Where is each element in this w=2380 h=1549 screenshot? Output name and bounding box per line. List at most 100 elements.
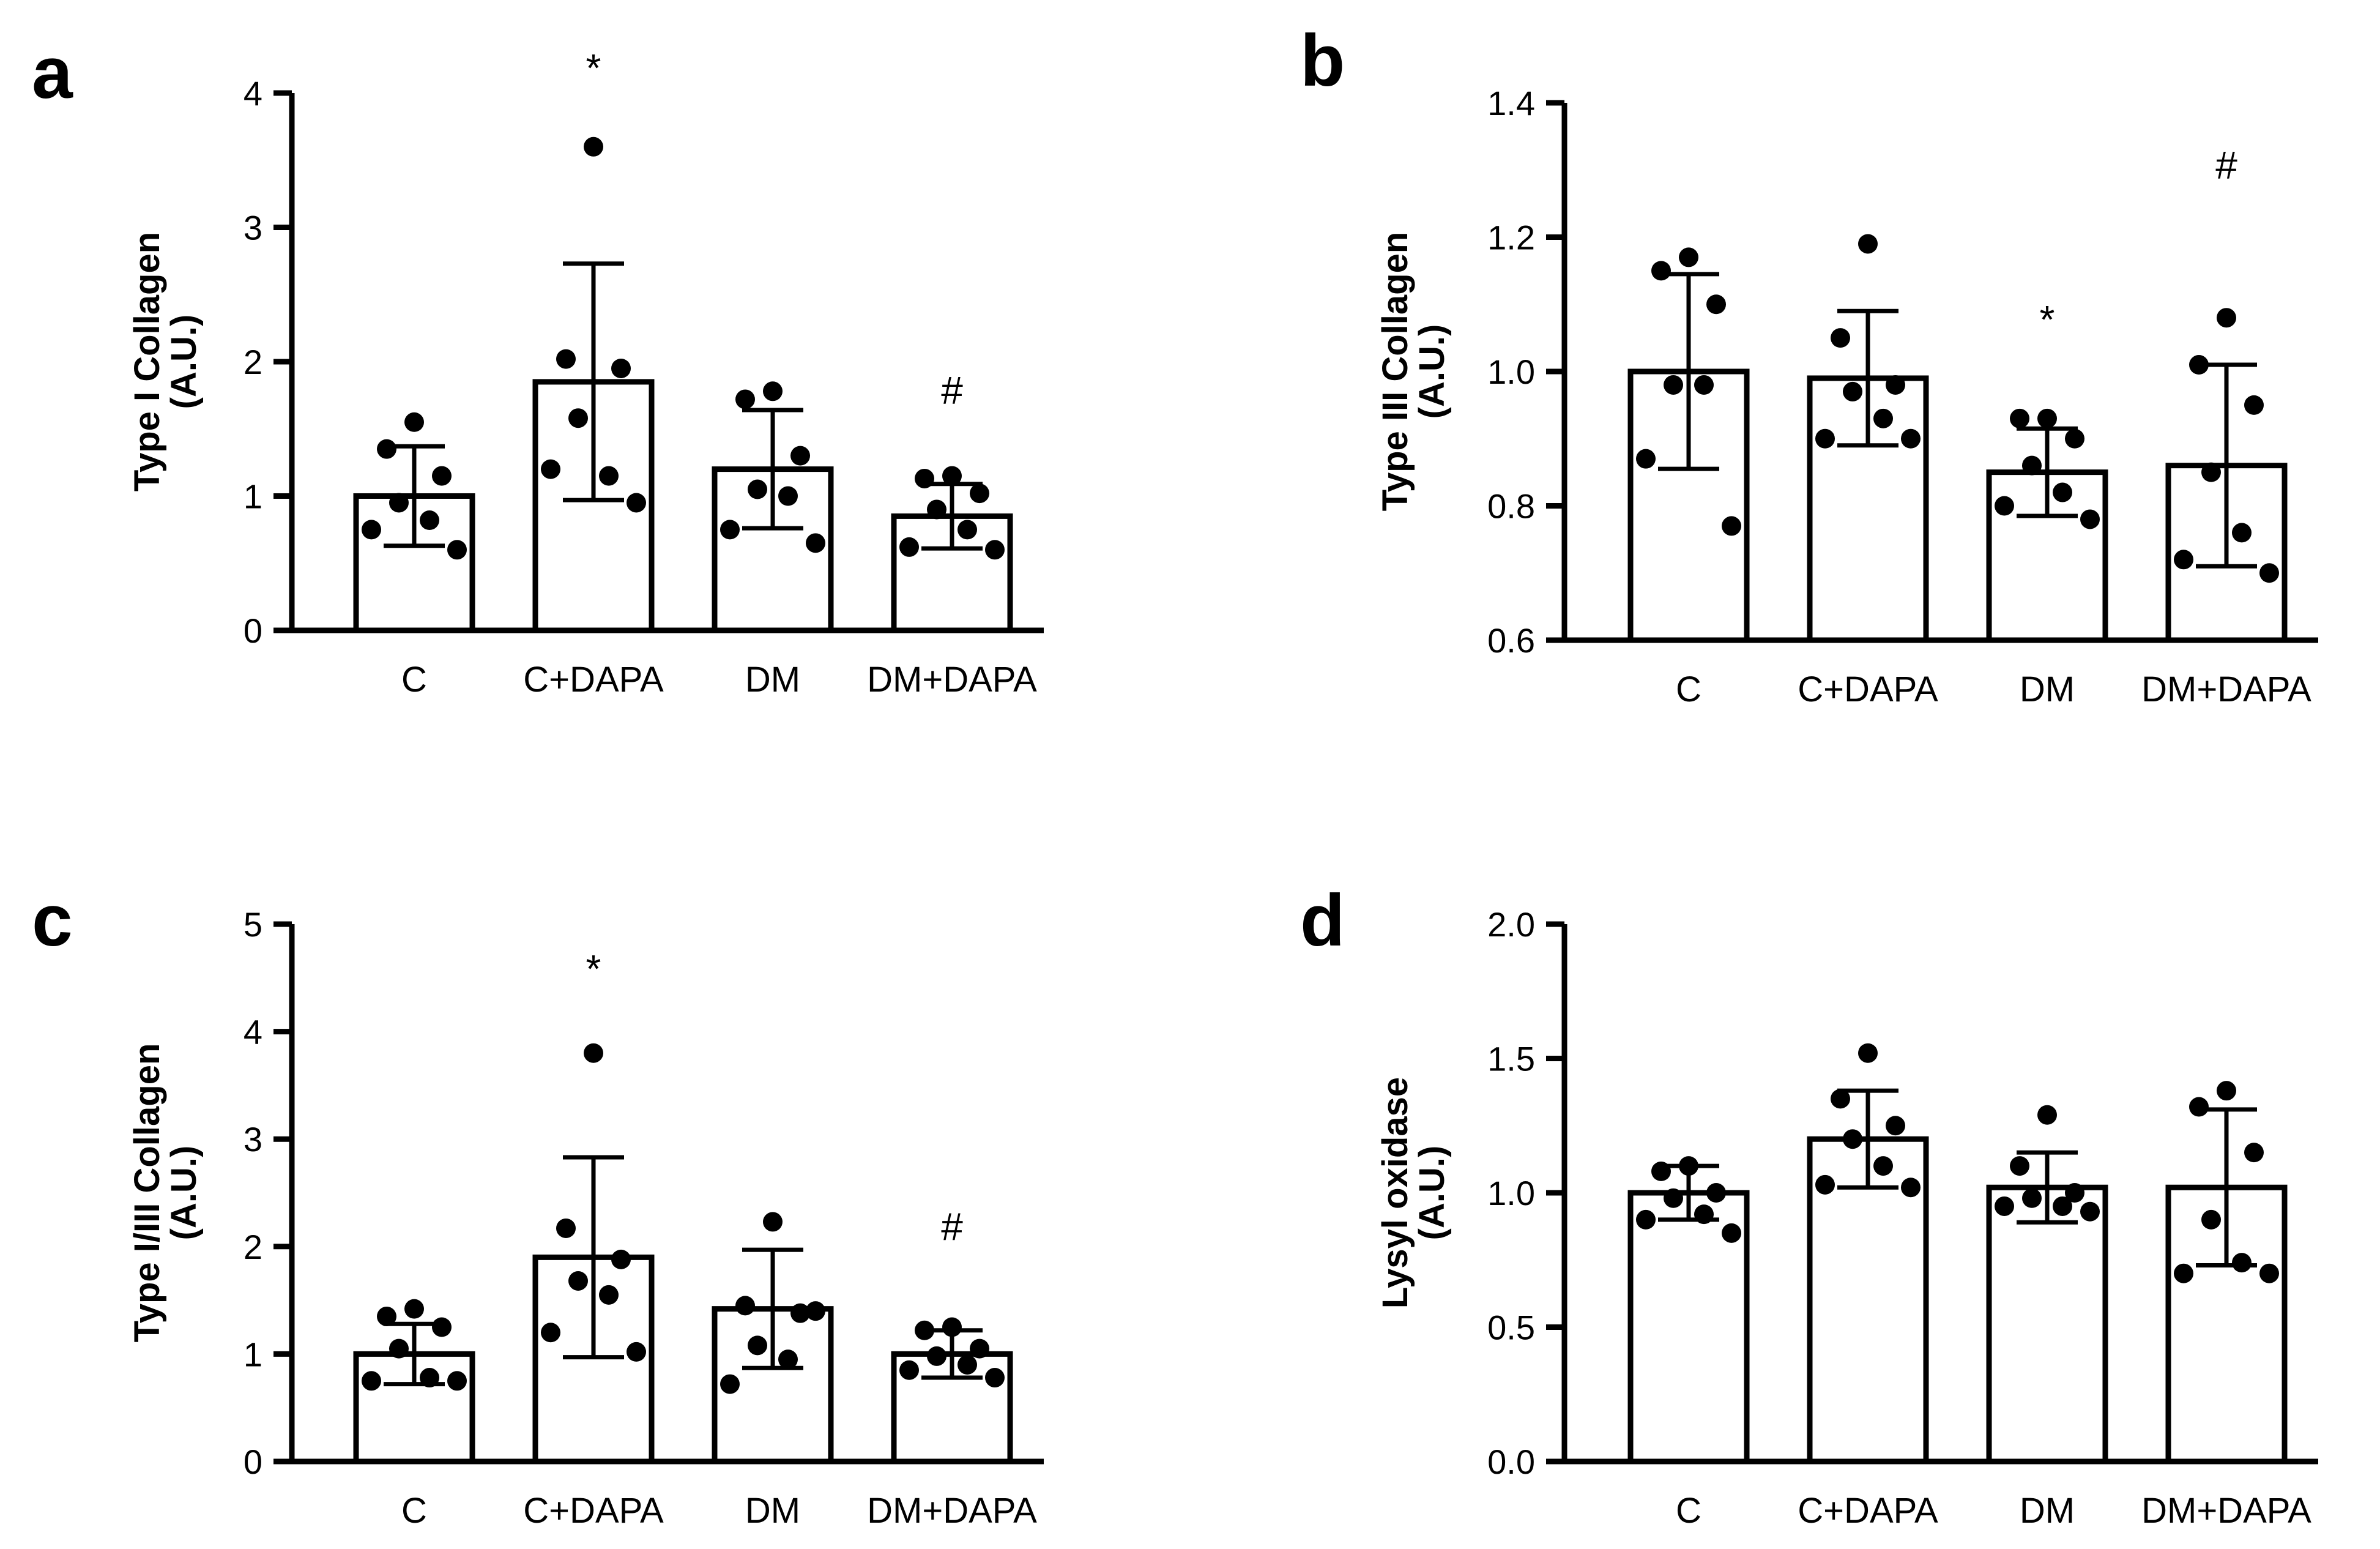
bar: [1986, 1184, 2108, 1465]
data-point: [748, 479, 767, 499]
data-point: [915, 468, 934, 488]
y-tick-label: 0.5: [1487, 1308, 1535, 1347]
panel-letter: d: [1300, 879, 1345, 961]
data-point: [599, 1285, 619, 1305]
data-point: [2244, 1143, 2264, 1163]
data-point: [2053, 1196, 2072, 1216]
data-point: [447, 540, 467, 560]
data-point: [362, 1371, 381, 1391]
y-axis-label: Type I/III Collagen: [127, 1043, 167, 1343]
data-point: [970, 1338, 989, 1359]
significance-marker: #: [941, 368, 963, 412]
data-point: [1873, 1156, 1893, 1176]
data-point: [1679, 247, 1698, 267]
y-tick-label: 1.0: [1487, 353, 1535, 391]
y-axis-label-unit: (A.U.): [164, 1146, 204, 1241]
significance-marker: #: [941, 1205, 963, 1249]
x-tick-label: DM+DAPA: [2141, 1491, 2311, 1531]
data-point: [2232, 523, 2252, 543]
y-tick-label: 1: [244, 477, 262, 516]
data-point: [2037, 1105, 2057, 1125]
data-point: [778, 486, 798, 506]
data-point: [2259, 1263, 2279, 1283]
data-point: [2022, 1188, 2042, 1208]
panel-a: a 0 1 2 3 4 Type I Collagen(A.U.) C C+DAPA DM DM+D…: [32, 32, 1044, 700]
data-point: [377, 439, 396, 459]
data-point: [377, 1306, 396, 1326]
y-tick-label: 3: [244, 209, 262, 247]
data-point: [1722, 516, 1741, 536]
data-point: [1664, 375, 1683, 395]
data-point: [556, 349, 576, 369]
data-point: [404, 412, 424, 432]
data-point: [1886, 375, 1905, 395]
x-tick-label: DM: [745, 660, 800, 700]
x-tick-label: DM: [2020, 670, 2075, 709]
data-point: [420, 510, 439, 531]
significance-marker: #: [2215, 143, 2237, 187]
data-point: [790, 1303, 810, 1323]
data-point: [1995, 1196, 2014, 1216]
data-point: [1858, 234, 1878, 254]
data-point: [2244, 395, 2264, 415]
y-axis-label-unit: (A.U.): [1412, 324, 1452, 419]
data-point: [763, 1212, 783, 1232]
x-tick-label: DM+DAPA: [867, 660, 1037, 700]
data-point: [599, 466, 619, 486]
data-point: [720, 520, 740, 540]
panel-d: d 0.0 0.5 1.0 1.5 2.0 Lysyl oxidase(A.U.) C C+DA…: [1300, 879, 2318, 1531]
y-tick-label: 4: [244, 1013, 262, 1051]
data-point: [1886, 1116, 1905, 1136]
data-point: [970, 483, 989, 504]
data-point: [584, 136, 603, 157]
data-point: [1636, 449, 1656, 469]
data-point: [1843, 1129, 1862, 1149]
data-point: [2010, 408, 2029, 428]
data-point: [735, 389, 755, 409]
panel-c: c 0 1 2 3 4 5 Type I/III Collagen(A.U.) C C+DAPA D…: [32, 879, 1044, 1531]
data-point: [611, 358, 631, 378]
y-tick-label: 1.2: [1487, 218, 1535, 257]
x-tick-label: DM: [2020, 1491, 2075, 1531]
significance-marker: *: [586, 947, 601, 991]
data-point: [447, 1371, 467, 1391]
y-tick-label: 1: [244, 1335, 262, 1373]
data-point: [1651, 261, 1671, 281]
data-point: [404, 1299, 424, 1319]
data-point: [1901, 428, 1921, 449]
data-point: [806, 533, 825, 553]
data-point: [2217, 1081, 2236, 1101]
data-point: [1843, 381, 1862, 401]
y-tick-label: 5: [244, 905, 262, 944]
data-point: [2065, 428, 2084, 449]
data-point: [915, 1320, 934, 1340]
panel-letter: c: [32, 879, 73, 961]
data-point: [432, 466, 452, 486]
panel-letter: b: [1300, 20, 1345, 102]
data-point: [2174, 1263, 2193, 1283]
y-tick-label: 0: [244, 1443, 262, 1481]
y-tick-label: 3: [244, 1120, 262, 1159]
x-tick-label: DM: [745, 1491, 800, 1531]
data-point: [1995, 496, 2014, 516]
y-tick-label: 4: [244, 74, 262, 113]
data-point: [2189, 1097, 2209, 1117]
data-point: [1901, 1178, 1921, 1198]
data-point: [927, 1346, 946, 1366]
data-point: [627, 493, 646, 513]
x-tick-label: C+DAPA: [523, 1491, 664, 1531]
data-point: [899, 1360, 919, 1380]
data-point: [1664, 1188, 1683, 1208]
data-point: [389, 493, 409, 513]
data-point: [568, 408, 588, 428]
data-point: [1651, 1161, 1671, 1181]
data-point: [958, 1354, 977, 1375]
x-tick-label: C+DAPA: [1798, 1491, 1938, 1531]
data-point: [1706, 1183, 1726, 1203]
data-point: [1831, 1089, 1850, 1109]
x-tick-label: C: [1676, 670, 1701, 709]
data-point: [362, 520, 381, 540]
y-axis-label: Type I Collagen: [127, 232, 167, 491]
data-point: [2189, 355, 2209, 375]
data-point: [627, 1342, 646, 1362]
